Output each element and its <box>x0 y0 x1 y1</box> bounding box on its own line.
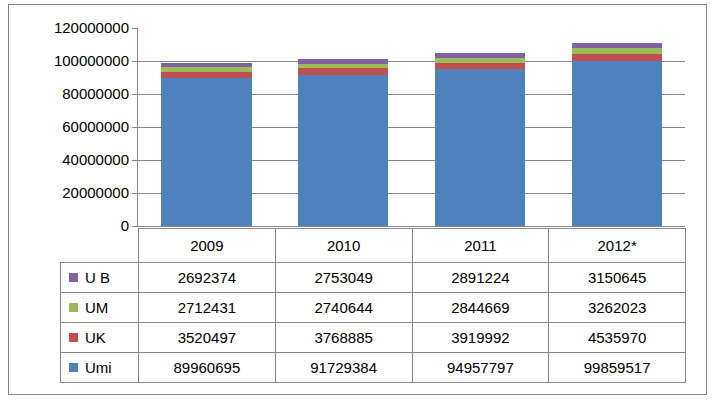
html-text:Umi: Umi <box>85 359 112 376</box>
html-text:99859517: 99859517 <box>583 359 651 376</box>
html-text:3262023: 3262023 <box>587 299 647 316</box>
html-text:U B: U B <box>85 269 110 286</box>
html-text:UK: UK <box>85 329 106 346</box>
svg-text:80000000: 80000000 <box>62 85 129 102</box>
html-text:2012*: 2012* <box>597 237 637 254</box>
html-text:2891224: 2891224 <box>451 269 510 286</box>
html-text:2844669: 2844669 <box>451 299 510 316</box>
svg-text:120000000: 120000000 <box>54 19 129 36</box>
html-text:89960695: 89960695 <box>173 359 241 376</box>
html-text:91729384: 91729384 <box>310 359 377 376</box>
html-text:3150645: 3150645 <box>587 269 647 286</box>
html-text:2009: 2009 <box>190 237 224 254</box>
html-text:4535970: 4535970 <box>587 329 647 346</box>
html-text:2753049: 2753049 <box>314 269 373 286</box>
svg-text:20000000: 20000000 <box>62 184 129 201</box>
svg-text:40000000: 40000000 <box>62 151 129 168</box>
html-text:2740644: 2740644 <box>314 299 373 316</box>
html-text:3768885: 3768885 <box>314 329 373 346</box>
svg-text:60000000: 60000000 <box>62 118 129 135</box>
html-text:2692374: 2692374 <box>177 269 237 286</box>
html-text:2712431: 2712431 <box>177 299 237 316</box>
html-text:2011: 2011 <box>464 237 497 254</box>
html-text:UM: UM <box>85 299 109 316</box>
html-text:2010: 2010 <box>326 237 361 254</box>
svg-text:0: 0 <box>121 217 129 234</box>
svg-text:100000000: 100000000 <box>54 52 129 69</box>
html-text:94957797: 94957797 <box>447 359 514 376</box>
html-text:3919992: 3919992 <box>451 329 510 346</box>
html-text:3520497: 3520497 <box>177 329 237 346</box>
